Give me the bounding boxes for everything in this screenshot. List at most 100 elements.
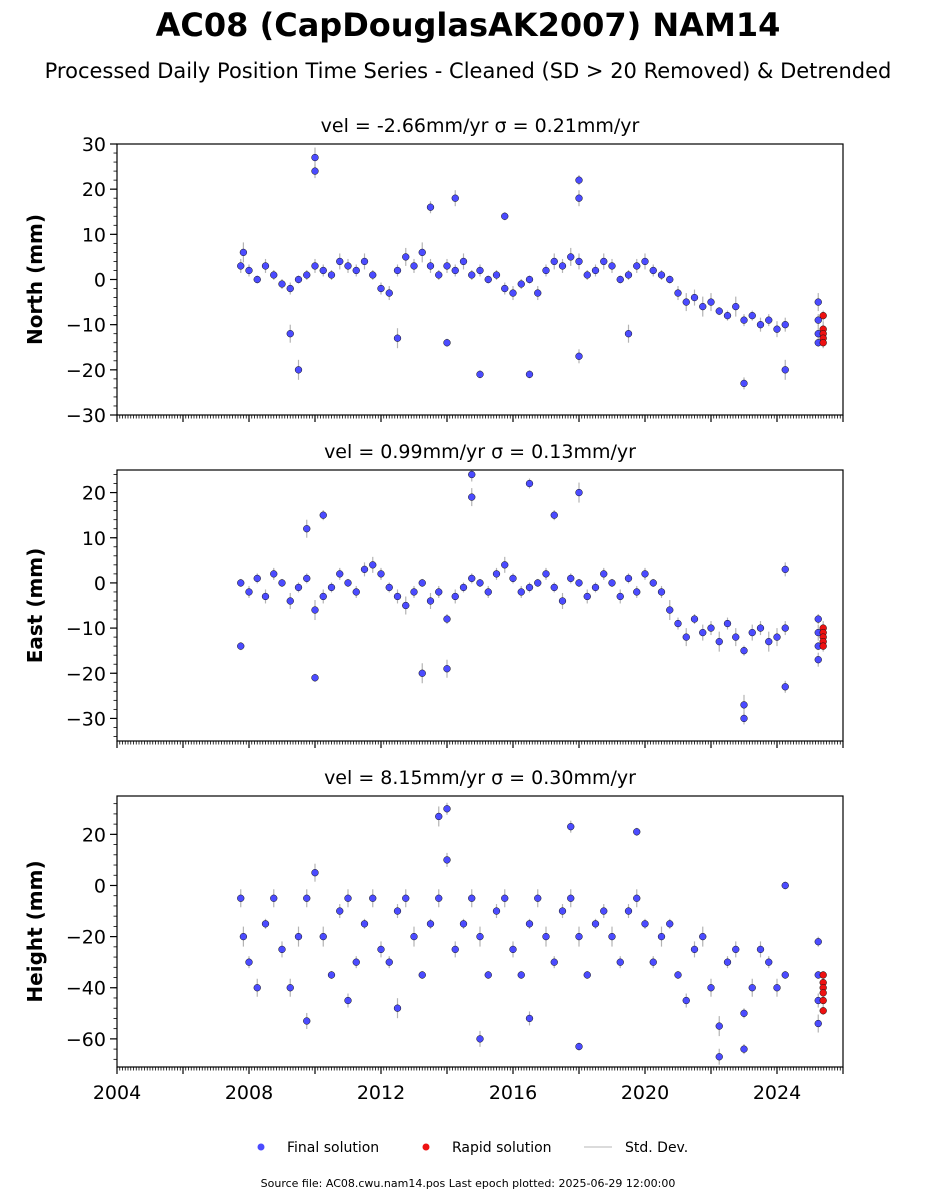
data-point-final xyxy=(616,275,624,284)
data-point-final xyxy=(294,932,303,941)
y-tick-label: 0 xyxy=(94,573,106,595)
data-point-final xyxy=(476,932,484,941)
data-point-final xyxy=(344,894,352,902)
data-point-final xyxy=(558,597,567,605)
panel-height: vel = 8.15mm/yr σ = 0.30mm/yr Height (mm)… xyxy=(23,767,844,1104)
data-point-final xyxy=(270,894,278,902)
data-point-final xyxy=(402,253,410,261)
data-point-final xyxy=(633,828,641,836)
data-point-final xyxy=(740,1009,748,1017)
data-point-final xyxy=(773,633,781,641)
data-point-final xyxy=(253,574,261,583)
data-point-final xyxy=(649,579,657,587)
data-point-final xyxy=(690,293,699,302)
data-point-final xyxy=(583,271,591,279)
data-point-final xyxy=(608,932,616,941)
data-point-final xyxy=(657,271,666,279)
data-point-final xyxy=(245,588,253,596)
data-point-final xyxy=(311,869,319,877)
data-point-final xyxy=(814,298,822,306)
data-point-final xyxy=(261,262,270,270)
data-point-final xyxy=(781,881,789,890)
data-point-final xyxy=(385,583,393,592)
data-point-final xyxy=(261,920,270,928)
data-point-final xyxy=(237,262,245,270)
y-tick-label: −20 xyxy=(66,360,106,382)
data-point-final xyxy=(534,289,542,297)
data-point-final xyxy=(426,203,435,211)
data-point-rapid xyxy=(819,642,827,650)
data-point-final xyxy=(740,379,748,388)
data-point-final xyxy=(303,574,311,583)
data-point-final xyxy=(575,1042,583,1051)
data-point-final xyxy=(377,570,385,578)
data-point-final xyxy=(435,812,443,821)
data-point-final xyxy=(740,647,748,655)
data-point-final xyxy=(410,262,418,270)
y-tick-label: 10 xyxy=(82,528,106,550)
x-tick-label: 2012 xyxy=(357,1082,405,1104)
data-point-final xyxy=(468,894,476,902)
data-point-final xyxy=(575,176,583,184)
x-tick-label: 2016 xyxy=(489,1082,537,1104)
data-point-final xyxy=(773,984,781,992)
y-tick-label: −40 xyxy=(66,978,106,1000)
legend-final-label: Final solution xyxy=(287,1140,379,1156)
y-tick-label: −30 xyxy=(66,708,106,730)
data-point-final xyxy=(418,669,426,677)
data-point-final xyxy=(369,561,377,569)
y-tick-label: −20 xyxy=(66,663,106,685)
data-point-final xyxy=(239,932,248,941)
data-point-final xyxy=(542,932,550,941)
data-point-final xyxy=(278,579,286,587)
data-point-final xyxy=(657,588,666,596)
data-point-final xyxy=(707,298,715,306)
figure-subtitle: Processed Daily Position Time Series - C… xyxy=(45,59,892,83)
data-point-final xyxy=(352,266,360,275)
data-point-final xyxy=(360,257,369,266)
data-point-final xyxy=(286,284,294,293)
data-point-final xyxy=(608,262,616,270)
data-point-final xyxy=(740,714,748,723)
data-point-final xyxy=(468,493,476,501)
data-point-final xyxy=(402,601,410,610)
data-point-final xyxy=(624,574,633,583)
data-point-final xyxy=(377,284,385,293)
data-point-final xyxy=(575,257,583,266)
data-point-final xyxy=(781,565,789,574)
y-tick-label: −20 xyxy=(66,927,106,949)
data-point-final xyxy=(781,683,789,691)
panel-title-east: vel = 0.99mm/yr σ = 0.13mm/yr xyxy=(324,441,636,463)
data-point-final xyxy=(690,945,699,954)
data-point-final xyxy=(360,920,369,928)
data-point-final xyxy=(699,302,707,311)
y-tick-label: 10 xyxy=(82,224,106,246)
plot-frame-east xyxy=(116,469,844,742)
data-point-final xyxy=(418,971,426,979)
data-point-final xyxy=(344,996,352,1005)
data-point-final xyxy=(814,316,822,324)
data-point-final xyxy=(748,628,756,637)
data-point-final xyxy=(459,257,468,266)
data-point-final xyxy=(649,958,657,966)
data-point-final xyxy=(715,1053,723,1061)
legend: Final solution Rapid solution Std. Dev. xyxy=(257,1140,688,1156)
data-point-final xyxy=(492,907,501,915)
y-tick-label: 0 xyxy=(94,270,106,292)
data-point-final xyxy=(377,945,385,954)
data-point-final xyxy=(311,167,319,175)
data-point-final xyxy=(336,570,344,578)
data-point-final xyxy=(575,488,583,497)
y-axis-label-height: Height (mm) xyxy=(23,860,47,1002)
x-tick-label: 2008 xyxy=(225,1082,273,1104)
data-point-final xyxy=(525,479,534,488)
data-point-final xyxy=(352,588,360,596)
data-point-final xyxy=(360,565,369,574)
data-point-final xyxy=(286,984,294,992)
data-point-final xyxy=(814,1019,822,1028)
data-point-final xyxy=(707,624,715,632)
data-point-final xyxy=(682,633,690,641)
data-point-final xyxy=(303,525,311,533)
data-point-final xyxy=(311,262,319,270)
data-point-final xyxy=(600,907,608,915)
